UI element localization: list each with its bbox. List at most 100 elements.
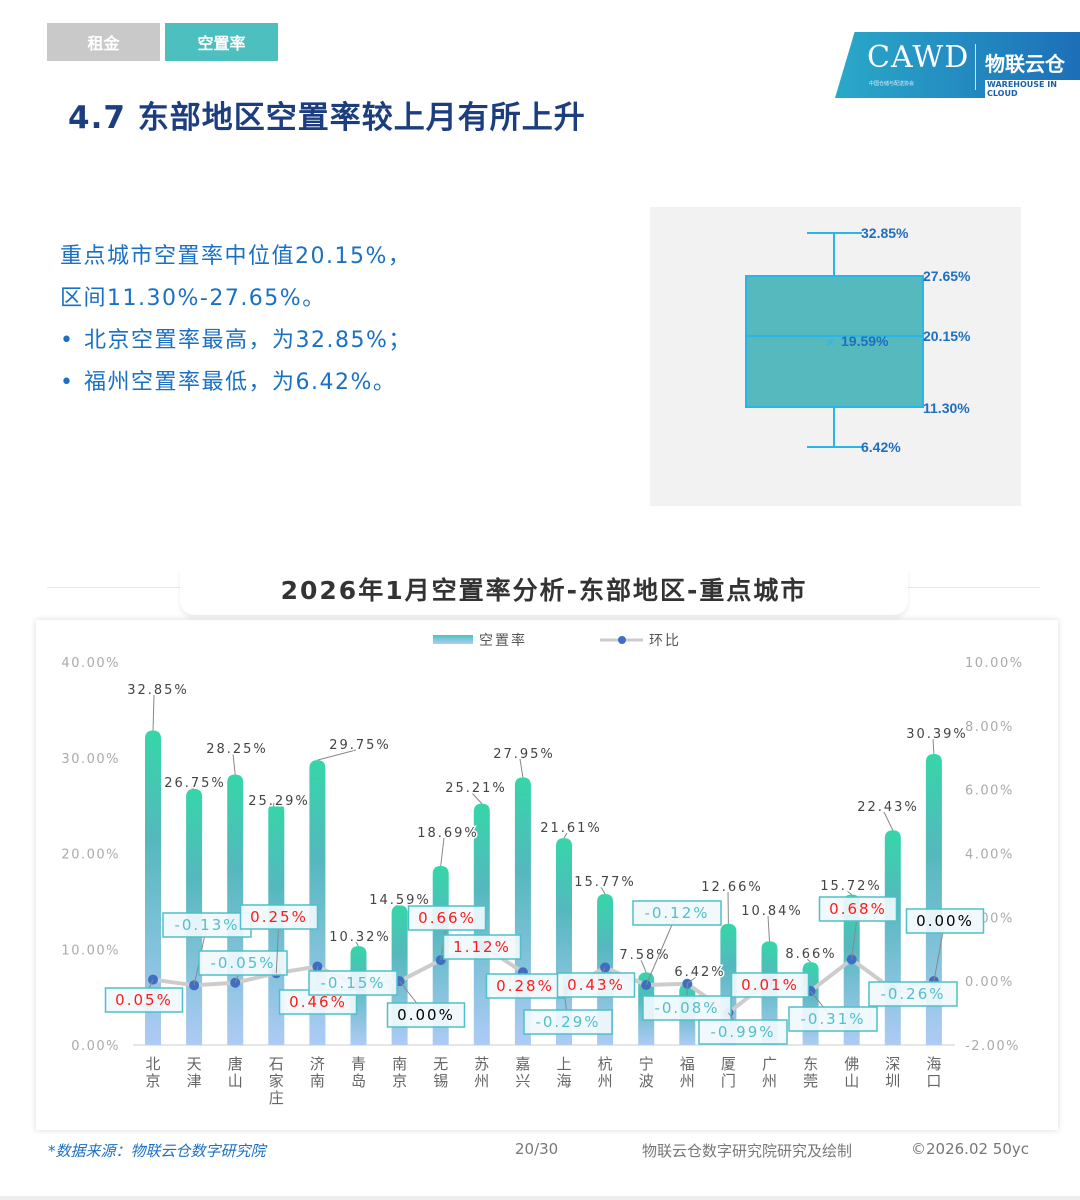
page-title: 4.7 东部地区空置率较上月有所上升 — [68, 100, 586, 136]
x-axis-label: 济 — [310, 1055, 325, 1073]
bar-value-label: 15.72% — [820, 879, 882, 894]
mom-value-label: 0.43% — [567, 976, 625, 994]
summary-line: 重点城市空置率中位值20.15%， — [60, 244, 412, 269]
left-axis-tick: 40.00% — [61, 656, 120, 671]
x-axis-label: 京 — [145, 1072, 160, 1090]
bar-value-label: 26.75% — [164, 776, 226, 791]
x-axis-label: 石 — [269, 1055, 284, 1073]
x-axis-label: 东 — [803, 1055, 818, 1073]
summary-bullet: 北京空置率最高，为32.85%； — [60, 320, 412, 362]
page-number: 20/30 — [515, 1140, 559, 1158]
chart-legend: 空置率 环比 — [433, 632, 681, 649]
bar-label-leader — [519, 758, 524, 778]
x-axis-label: 波 — [639, 1072, 654, 1090]
x-axis-label: 圳 — [885, 1072, 900, 1090]
bar-label-leader — [686, 976, 697, 984]
bar-深圳 — [884, 830, 901, 1045]
x-axis-label: 青 — [351, 1055, 366, 1073]
bar-label-leader — [440, 837, 445, 867]
bar-value-label: 30.39% — [906, 727, 968, 742]
bar-value-label: 6.42% — [674, 965, 725, 980]
boxplot-label-mean: 19.59% — [841, 333, 889, 349]
x-axis-label: 山 — [228, 1072, 243, 1090]
bar-value-label: 22.43% — [857, 800, 919, 815]
bar-value-label: 25.29% — [248, 794, 310, 809]
legend-line-label[interactable]: 环比 — [649, 633, 681, 649]
x-axis-label: 海 — [926, 1055, 941, 1073]
bar-label-leader — [152, 694, 155, 731]
bar-value-label: 21.61% — [540, 821, 602, 836]
mom-value-label: -0.99% — [710, 1023, 775, 1041]
boxplot-box — [745, 275, 924, 408]
bar-嘉兴 — [514, 777, 531, 1045]
mom-value-label: -0.13% — [174, 916, 239, 934]
mom-label-box — [788, 1006, 878, 1032]
mom-label-box — [523, 1009, 613, 1035]
credit: 物联云仓数字研究院研究及绘制 — [642, 1142, 853, 1160]
wic-logo-subtext: WAREHOUSE IN CLOUD — [985, 80, 1080, 98]
x-axis-label: 南 — [392, 1055, 407, 1073]
bar-label-leader — [317, 749, 357, 761]
right-axis-tick: 0.00% — [965, 975, 1014, 990]
summary-bullet: 福州空置率最低，为6.42%。 — [60, 362, 412, 404]
x-axis-label: 口 — [926, 1072, 941, 1090]
bar-label-leader — [600, 886, 606, 895]
bar-value-label: 15.77% — [574, 875, 636, 890]
boxplot-label-max: 32.85% — [861, 225, 909, 241]
mom-value-label: -0.08% — [654, 999, 719, 1017]
x-axis-label: 广 — [762, 1055, 777, 1073]
mom-value-label: 0.05% — [115, 991, 173, 1009]
copyright: ©2026.02 50yc — [911, 1140, 1030, 1158]
bar-海口 — [925, 754, 942, 1045]
boxplot-label-min: 6.42% — [861, 439, 901, 455]
boxplot-label-median: 20.15% — [923, 328, 971, 344]
legend-bar-swatch[interactable] — [433, 635, 473, 644]
tab-rent[interactable]: 租金 — [47, 23, 160, 61]
x-axis-label: 北 — [145, 1055, 160, 1073]
mom-label-box — [104, 987, 184, 1013]
bar-value-label: 29.75% — [329, 738, 391, 753]
mom-label-box — [868, 981, 958, 1007]
bar-label-leader — [190, 787, 195, 790]
mom-value-label: 0.66% — [418, 909, 476, 927]
bar-value-label: 12.66% — [701, 880, 763, 895]
chart-title: 2026年1月空置率分析-东部地区-重点城市 — [180, 570, 908, 615]
bar-value-label: 18.69% — [417, 826, 479, 841]
x-axis-label: 州 — [680, 1072, 695, 1090]
mom-value-label: 0.68% — [829, 900, 887, 918]
bar-value-label: 25.21% — [445, 781, 507, 796]
mom-label-box — [386, 1002, 466, 1028]
bar-value-label: 14.59% — [369, 893, 431, 908]
mom-label-box — [485, 973, 565, 999]
x-axis-label: 州 — [598, 1072, 613, 1090]
mom-value-label: 1.12% — [453, 938, 511, 956]
right-axis-tick: -2.00% — [965, 1039, 1020, 1054]
bar-value-label: 7.58% — [619, 948, 670, 963]
x-axis-label: 厦 — [721, 1055, 736, 1073]
x-axis-label: 深 — [885, 1055, 900, 1073]
legend-bar-label[interactable]: 空置率 — [479, 632, 527, 649]
x-axis-label: 无 — [433, 1055, 448, 1073]
vacancy-chart: 空置率 环比 0.00% 10.00% 20.00% 30.00% 40.00% -2.0… — [61, 632, 1022, 1107]
x-axis-label: 山 — [844, 1072, 859, 1090]
x-axis-label: 宁 — [639, 1055, 654, 1073]
bar-label-leader — [640, 959, 647, 973]
left-axis-tick: 20.00% — [61, 848, 120, 863]
mom-value-label: -0.26% — [880, 985, 945, 1003]
x-axis-label: 州 — [762, 1072, 777, 1090]
tab-vacancy-rate[interactable]: 空置率 — [165, 23, 278, 61]
mom-value-label: 0.00% — [916, 912, 974, 930]
mom-value-label: 0.00% — [397, 1006, 455, 1024]
bar-唐山 — [227, 774, 244, 1045]
mom-label-box — [308, 970, 398, 996]
right-axis-tick: 8.00% — [965, 720, 1014, 735]
x-axis-label: 上 — [556, 1055, 571, 1073]
x-axis-label: 州 — [474, 1072, 489, 1090]
mom-label-box — [632, 900, 722, 926]
x-axis-label: 嘉 — [515, 1055, 530, 1073]
cawd-logo-subtext: 中国仓储与配送协会 — [869, 81, 915, 87]
x-axis-label: 莞 — [803, 1072, 818, 1090]
cawd-wic-logo: CAWD 中国仓储与配送协会 物联云仓 WAREHOUSE IN CLOUD — [835, 32, 1080, 98]
x-axis-label: 津 — [187, 1072, 202, 1090]
x-axis-label: 门 — [721, 1072, 736, 1090]
